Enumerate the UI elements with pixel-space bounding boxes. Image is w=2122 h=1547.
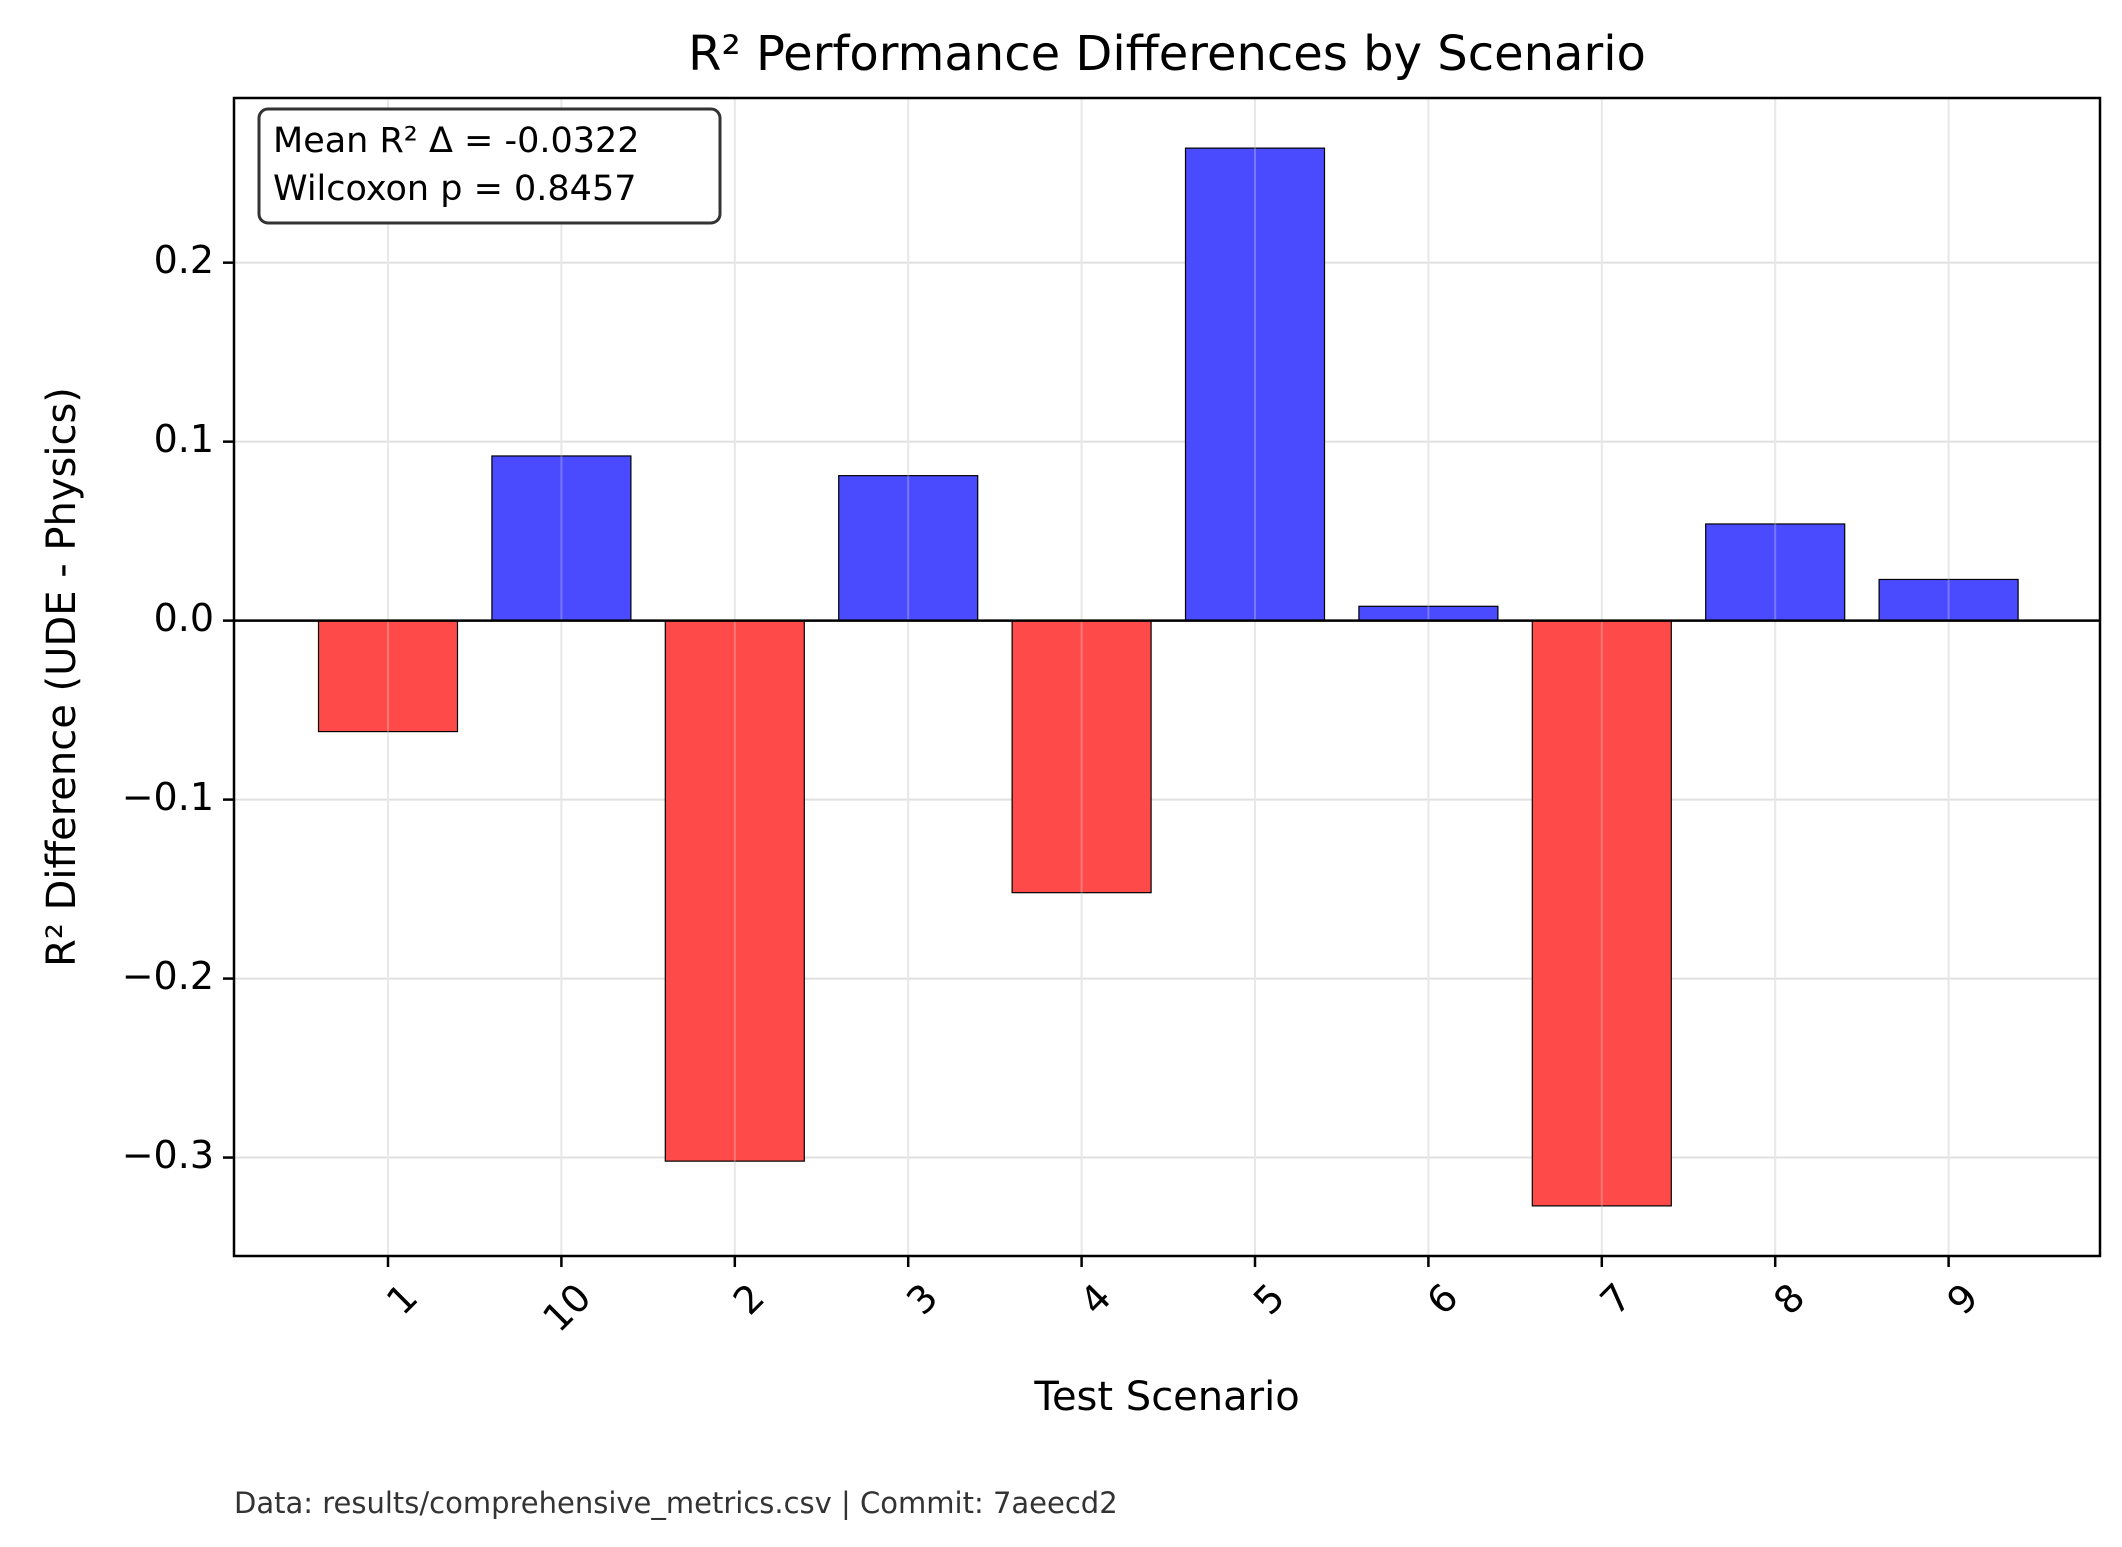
bar-scenario-3 [838, 475, 979, 622]
stats-box-frame [257, 107, 722, 225]
bar-scenario-4 [1011, 620, 1152, 894]
y-tick-label: 0.2 [154, 238, 214, 282]
stats-mean-delta: Mean R² Δ = -0.0322 [273, 121, 640, 161]
bar-scenario-10 [491, 455, 632, 622]
x-axis-title: Test Scenario [1033, 1374, 1299, 1420]
bar-scenario-9 [1878, 578, 2019, 622]
y-tick-label: −0.1 [122, 775, 214, 819]
y-tick-label: 0.1 [154, 417, 214, 461]
y-tick-label: 0.0 [154, 596, 214, 640]
y-axis-title: R² Difference (UDE - Physics) [39, 387, 85, 967]
stats-wilcoxon-p: Wilcoxon p = 0.8457 [273, 169, 636, 209]
y-axis-ticks: 0.2 0.1 0.0 −0.1 −0.2 −0.3 [122, 238, 234, 1177]
bars [317, 98, 2019, 1256]
bar-scenario-7 [1531, 620, 1672, 1207]
y-tick-label: −0.3 [122, 1133, 214, 1177]
y-tick-label: −0.2 [122, 954, 214, 998]
bar-scenario-8 [1705, 523, 1846, 622]
chart-title: R² Performance Differences by Scenario [688, 26, 1646, 82]
data-source-footer: Data: results/comprehensive_metrics.csv … [234, 1486, 1118, 1520]
stats-box: Mean R² Δ = -0.0322 Wilcoxon p = 0.8457 [257, 107, 722, 225]
bar-scenario-2 [664, 620, 805, 1162]
plot-frame [232, 96, 2102, 1258]
